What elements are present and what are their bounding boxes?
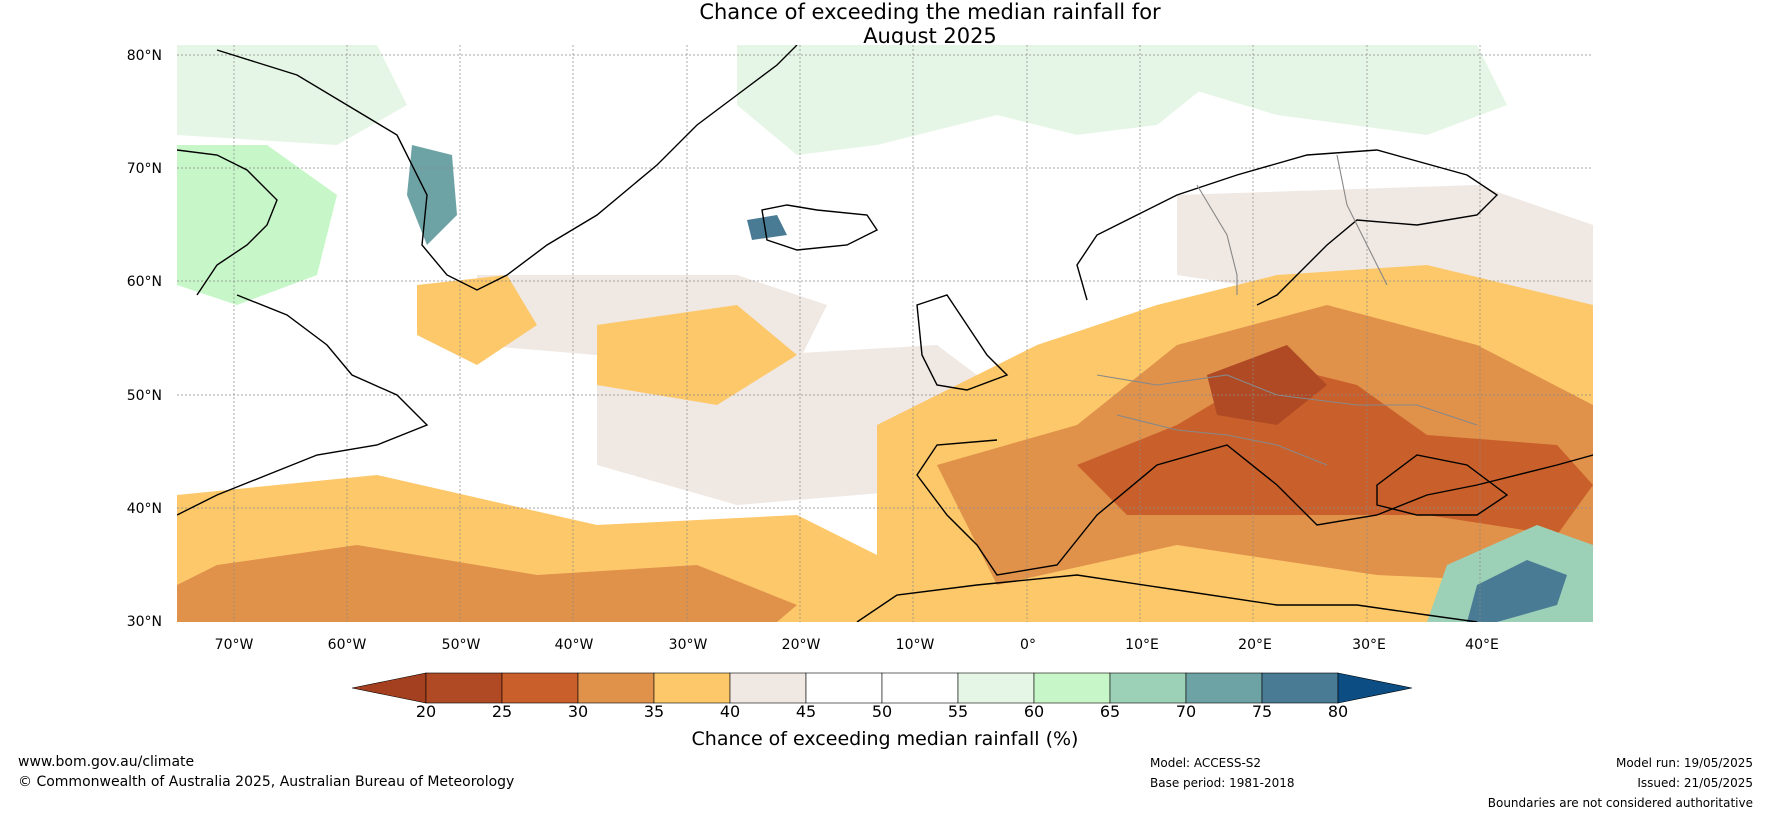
footer-website: www.bom.gov.au/climate — [18, 754, 195, 770]
colorbar-extend-high — [1337, 672, 1413, 704]
colorbar-cell — [729, 672, 807, 704]
colorbar-tick-label: 30 — [567, 702, 589, 721]
colorbar-extend-low — [352, 672, 427, 704]
lon-label-20e: 20°E — [1238, 637, 1272, 653]
footer-copyright: © Commonwealth of Australia 2025, Austra… — [18, 774, 515, 790]
lon-label-30e: 30°E — [1352, 637, 1386, 653]
shade-subtropical-drier — [177, 545, 797, 622]
coastlines — [177, 45, 1593, 622]
footer-model: Model: ACCESS-S2 — [1150, 756, 1262, 770]
coast-uk — [916, 294, 1009, 391]
coast-north-africa — [856, 574, 1478, 622]
colorbar-cell — [957, 672, 1035, 704]
shade-iceland-wet — [747, 215, 787, 240]
lon-label-50w: 50°W — [441, 637, 481, 653]
lon-label-40w: 40°W — [554, 637, 594, 653]
colorbar-tick-label: 40 — [719, 702, 741, 721]
country-borders — [1096, 154, 1478, 466]
lon-label-10w: 10°W — [895, 637, 935, 653]
map-title: Chance of exceeding the median rainfall … — [0, 0, 1770, 48]
colorbar-cell — [577, 672, 655, 704]
colorbar-cell — [1185, 672, 1263, 704]
shade-atlantic-dry-2 — [597, 305, 797, 405]
colorbar-cell — [1261, 672, 1339, 704]
coast-greenland — [216, 45, 798, 291]
coast-europe — [916, 439, 1593, 576]
lon-label-60w: 60°W — [327, 637, 367, 653]
shade-greenland-wet — [407, 145, 457, 245]
lat-label-30n: 30°N — [126, 614, 162, 630]
colorbar-tick-label: 35 — [643, 702, 665, 721]
border-scandinavia — [1196, 184, 1238, 295]
rainfall-map — [177, 45, 1593, 622]
border-finland — [1336, 154, 1388, 286]
lon-label-0: 0° — [1020, 637, 1036, 653]
colorbar-tick-label: 45 — [795, 702, 817, 721]
lat-label-80n: 80°N — [126, 48, 162, 64]
colorbar-cell — [1109, 672, 1187, 704]
coast-labrador — [177, 294, 429, 516]
colorbar-label: Chance of exceeding median rainfall (%) — [691, 728, 1079, 750]
colorbar-cell — [425, 672, 503, 704]
lon-label-30w: 30°W — [668, 637, 708, 653]
lat-label-70n: 70°N — [126, 161, 162, 177]
colorbar-tick-label: 20 — [415, 702, 437, 721]
colorbar-cells — [352, 672, 1413, 704]
colorbar-tick-label: 55 — [947, 702, 969, 721]
shade-europe-driest — [1077, 365, 1593, 535]
shade-greenland-sea-wet — [737, 45, 1207, 155]
colorbar-tick-label: 50 — [871, 702, 893, 721]
lat-label-60n: 60°N — [126, 274, 162, 290]
shade-arctic-wet — [1137, 45, 1507, 135]
map-title-line2: August 2025 — [863, 24, 997, 48]
lon-label-70w: 70°W — [214, 637, 254, 653]
colorbar-cell — [805, 672, 883, 704]
shade-baltic-driest — [1207, 345, 1327, 425]
coast-scandinavia — [1076, 149, 1499, 306]
coast-baffin — [177, 149, 278, 296]
coast-black-sea — [1376, 454, 1509, 516]
footer-disclaimer: Boundaries are not considered authoritat… — [1487, 796, 1753, 810]
footer-issued: Issued: 21/05/2025 — [1637, 776, 1753, 790]
graticule — [177, 45, 1593, 622]
lon-label-20w: 20°W — [781, 637, 821, 653]
colorbar-cell — [501, 672, 579, 704]
colorbar-tick-label: 80 — [1327, 702, 1349, 721]
shade-baffin-wet — [177, 45, 407, 145]
probability-shading — [177, 45, 1593, 622]
colorbar-tick-label: 65 — [1099, 702, 1121, 721]
colorbar-tick-label: 25 — [491, 702, 513, 721]
rainfall-map-svg — [177, 45, 1593, 622]
footer-model-run: Model run: 19/05/2025 — [1615, 756, 1753, 770]
lat-label-40n: 40°N — [126, 501, 162, 517]
colorbar-tick-label: 75 — [1251, 702, 1273, 721]
map-title-line1: Chance of exceeding the median rainfall … — [699, 0, 1161, 24]
lon-label-40e: 40°E — [1465, 637, 1499, 653]
colorbar-tick-label: 60 — [1023, 702, 1045, 721]
colorbar — [352, 672, 1413, 704]
lat-label-50n: 50°N — [126, 388, 162, 404]
coast-iceland — [761, 204, 879, 251]
colorbar-cell — [1033, 672, 1111, 704]
lon-label-10e: 10°E — [1125, 637, 1159, 653]
border-alps — [1116, 414, 1328, 466]
border-europe — [1096, 374, 1478, 426]
footer-base-period: Base period: 1981-2018 — [1150, 776, 1295, 790]
shade-atlantic-dry-1 — [417, 275, 537, 365]
colorbar-cell — [881, 672, 959, 704]
colorbar-tick-label: 70 — [1175, 702, 1197, 721]
colorbar-cell — [653, 672, 731, 704]
shade-middle-east-wetter — [1467, 560, 1567, 622]
